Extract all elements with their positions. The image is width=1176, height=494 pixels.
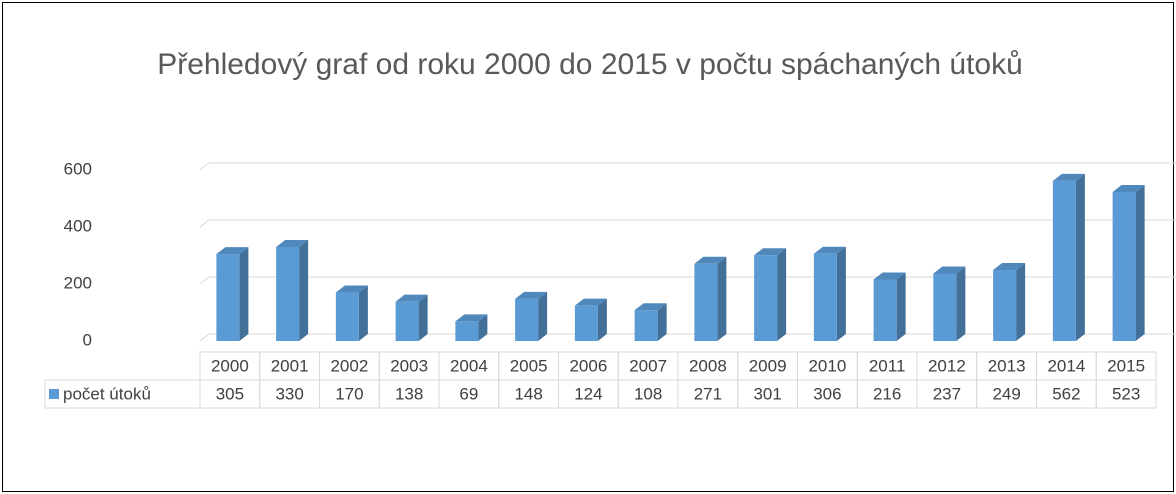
bar-side [239, 247, 249, 341]
bar-side [777, 248, 787, 341]
bar-top [933, 266, 966, 274]
bar-side [299, 239, 309, 341]
legend-swatch [49, 389, 59, 399]
bar [634, 310, 658, 341]
x-tick-label: 2002 [330, 356, 368, 375]
table-value: 108 [634, 384, 662, 403]
bar-top [694, 256, 727, 264]
bar-side [896, 272, 906, 341]
bar-top [993, 263, 1026, 271]
bar [754, 255, 778, 341]
bar [1112, 191, 1136, 341]
grid-line-side [199, 276, 210, 285]
bar-top [574, 298, 607, 306]
bar-side [597, 298, 607, 341]
y-tick-label: 600 [64, 159, 92, 178]
bar-side [836, 246, 846, 341]
grid-line-side [199, 333, 210, 342]
bar-side [956, 266, 966, 341]
bar [933, 273, 957, 341]
bar [515, 298, 539, 341]
x-tick-label: 2007 [629, 356, 667, 375]
bar [873, 279, 897, 341]
bar-side [1016, 263, 1026, 341]
x-tick-label: 2008 [689, 356, 727, 375]
table-value: 562 [1052, 384, 1080, 403]
table-value: 148 [514, 384, 542, 403]
table-cell [44, 379, 201, 409]
bar [694, 263, 718, 341]
x-tick-label: 2015 [1107, 356, 1145, 375]
grid-line-side [199, 162, 210, 171]
grid-line-side [199, 219, 210, 228]
x-tick-label: 2005 [510, 356, 548, 375]
table-value: 523 [1112, 384, 1140, 403]
table-value: 69 [459, 384, 478, 403]
table-value: 237 [933, 384, 961, 403]
bar-top [813, 246, 846, 254]
x-tick-label: 2003 [390, 356, 428, 375]
bar-top [276, 239, 309, 247]
table-value: 305 [216, 384, 244, 403]
x-tick-label: 2006 [569, 356, 607, 375]
bar-side [418, 294, 428, 341]
bar-side [1135, 184, 1145, 341]
y-tick-label: 400 [64, 216, 92, 235]
bar [574, 305, 598, 341]
x-tick-label: 2011 [869, 356, 906, 375]
legend-label: počet útoků [63, 384, 151, 403]
table-value: 306 [813, 384, 841, 403]
bar [455, 321, 479, 341]
x-tick-label: 2010 [808, 356, 846, 375]
bar-top [455, 314, 488, 322]
bar-side [1075, 173, 1085, 341]
x-tick-label: 2013 [988, 356, 1026, 375]
bar [813, 253, 837, 341]
bar-top [395, 294, 428, 302]
bar [1052, 180, 1076, 341]
chart-title: Přehledový graf od roku 2000 do 2015 v p… [157, 48, 1023, 81]
bar-top [1052, 173, 1085, 181]
table-value: 330 [275, 384, 303, 403]
bar [395, 301, 419, 341]
bar [216, 254, 240, 341]
x-tick-label: 2000 [211, 356, 249, 375]
bar-side [478, 314, 488, 341]
bar-side [717, 256, 727, 341]
bar-top [1112, 184, 1145, 192]
bar-top [634, 303, 667, 311]
bar-side [657, 303, 667, 341]
table-value: 170 [335, 384, 363, 403]
bar [993, 270, 1017, 341]
bar-top [873, 272, 906, 280]
table-value: 138 [395, 384, 423, 403]
y-tick-label: 0 [83, 330, 92, 349]
y-tick-label: 200 [64, 273, 92, 292]
bar-top [335, 285, 368, 293]
bar-side [358, 285, 368, 341]
bar-side [538, 291, 548, 341]
bar [276, 246, 300, 341]
table-value: 271 [694, 384, 722, 403]
table-value: 124 [574, 384, 602, 403]
x-tick-label: 2001 [271, 356, 309, 375]
x-tick-label: 2014 [1047, 356, 1085, 375]
x-tick-label: 2012 [928, 356, 966, 375]
table-value: 249 [992, 384, 1020, 403]
bar-top [515, 291, 548, 299]
x-tick-label: 2004 [450, 356, 488, 375]
bar-top [754, 248, 787, 256]
table-value: 216 [873, 384, 901, 403]
bar-top [216, 247, 249, 255]
bar [335, 292, 359, 341]
table-value: 301 [753, 384, 781, 403]
x-tick-label: 2009 [749, 356, 787, 375]
table-cell [1095, 379, 1157, 409]
